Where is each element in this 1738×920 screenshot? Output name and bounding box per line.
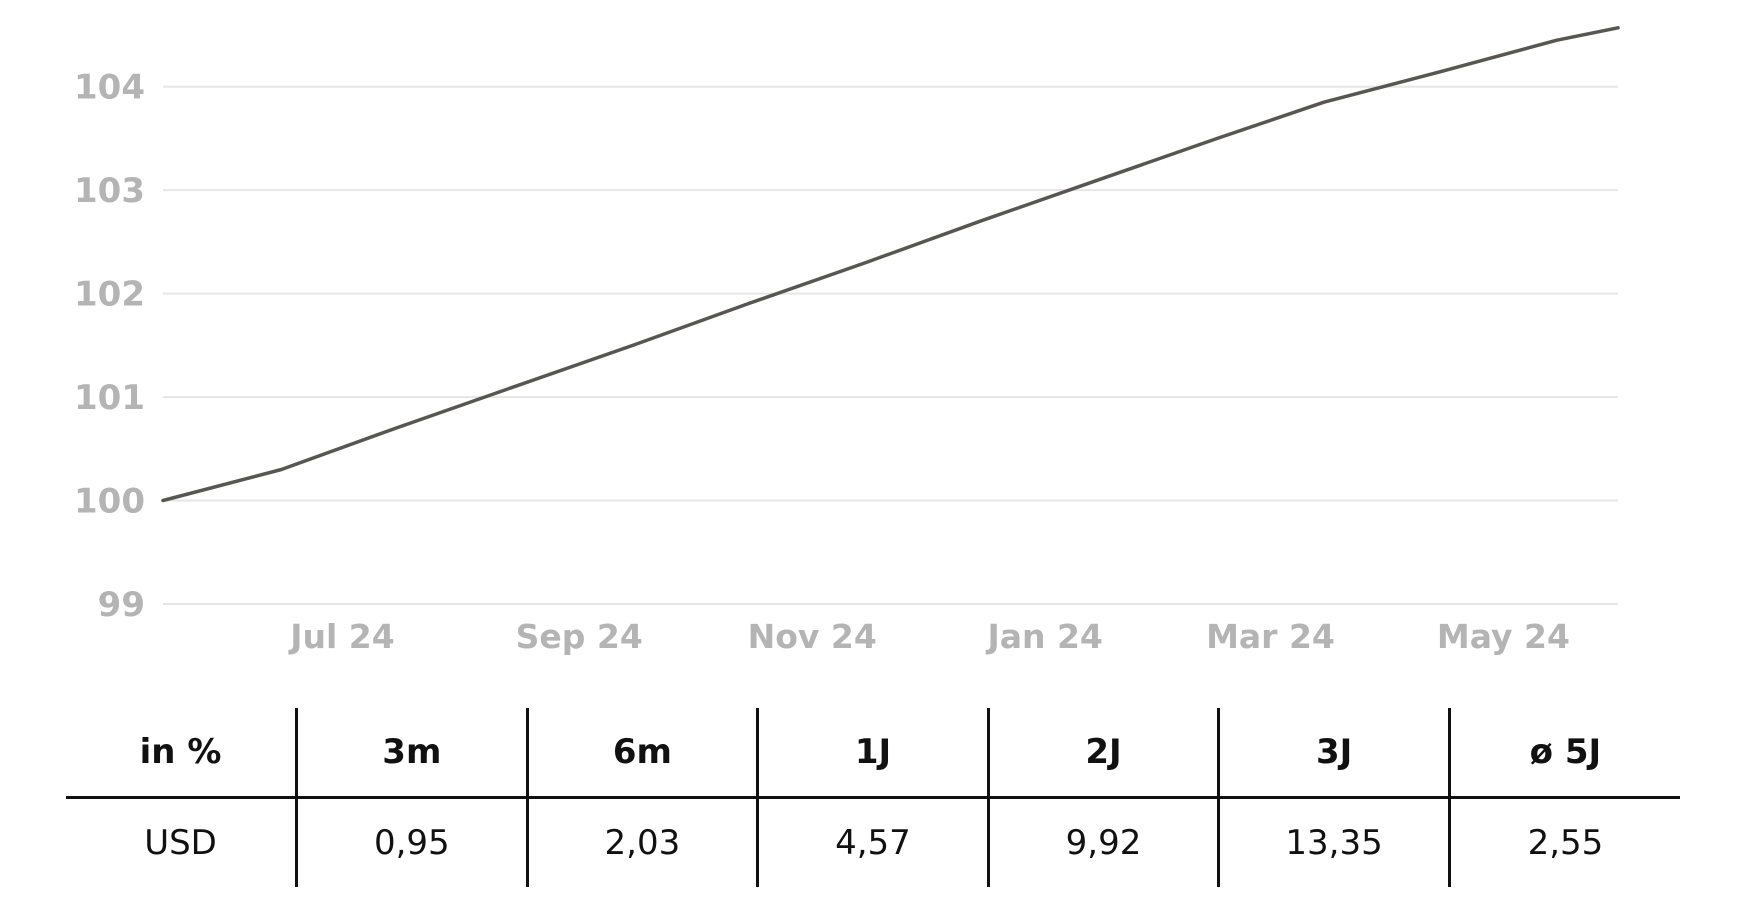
x-tick-label: May 24 (1437, 617, 1570, 656)
x-tick-label: Mar 24 (1206, 617, 1335, 656)
table-header-cell: 3J (1217, 708, 1450, 799)
table-row: USD 0,95 2,03 4,57 9,92 13,35 2,55 (66, 797, 1680, 887)
table-cell: 2,03 (525, 797, 758, 887)
table-cell: 2,55 (1447, 797, 1680, 887)
table-header-cell: ø 5J (1447, 708, 1680, 799)
x-tick-label: Sep 24 (516, 617, 643, 656)
performance-table: in % 3m 6m 1J 2J 3J ø 5J USD 0,95 2,03 4… (66, 708, 1680, 887)
line-chart: 99 100 101 102 103 104 Jul 24 Sep 24 Nov 24 Jan 2… (74, 26, 1620, 656)
table-header-cell: 2J (986, 708, 1219, 799)
y-tick-label: 103 (74, 171, 145, 211)
table-cell: 0,95 (295, 797, 528, 887)
series-line (161, 26, 1620, 503)
table-cell: 13,35 (1217, 797, 1450, 887)
table-cell: 9,92 (986, 797, 1219, 887)
table-header-cell: 1J (756, 708, 989, 799)
y-tick-label: 101 (74, 378, 145, 418)
y-tick-label: 104 (74, 68, 145, 108)
x-tick-label: Jan 24 (985, 617, 1102, 656)
y-tick-label: 100 (74, 482, 145, 522)
performance-table-grid: in % 3m 6m 1J 2J 3J ø 5J USD 0,95 2,03 4… (66, 708, 1680, 887)
table-cell: USD (144, 823, 217, 863)
x-tick-label: Jul 24 (288, 617, 395, 656)
table-header-cell: 6m (525, 708, 758, 799)
chart-svg: 99 100 101 102 103 104 Jul 24 Sep 24 Nov 24 Jan 2… (74, 26, 1620, 656)
table-header-cell: 3m (295, 708, 528, 799)
x-tick-label: Nov 24 (748, 617, 877, 656)
y-tick-label: 99 (98, 585, 145, 625)
y-tick-label: 102 (74, 275, 145, 315)
table-header-cell: in % (66, 708, 297, 799)
table-header-row: in % 3m 6m 1J 2J 3J ø 5J (66, 708, 1680, 799)
table-cell: 4,57 (756, 797, 989, 887)
